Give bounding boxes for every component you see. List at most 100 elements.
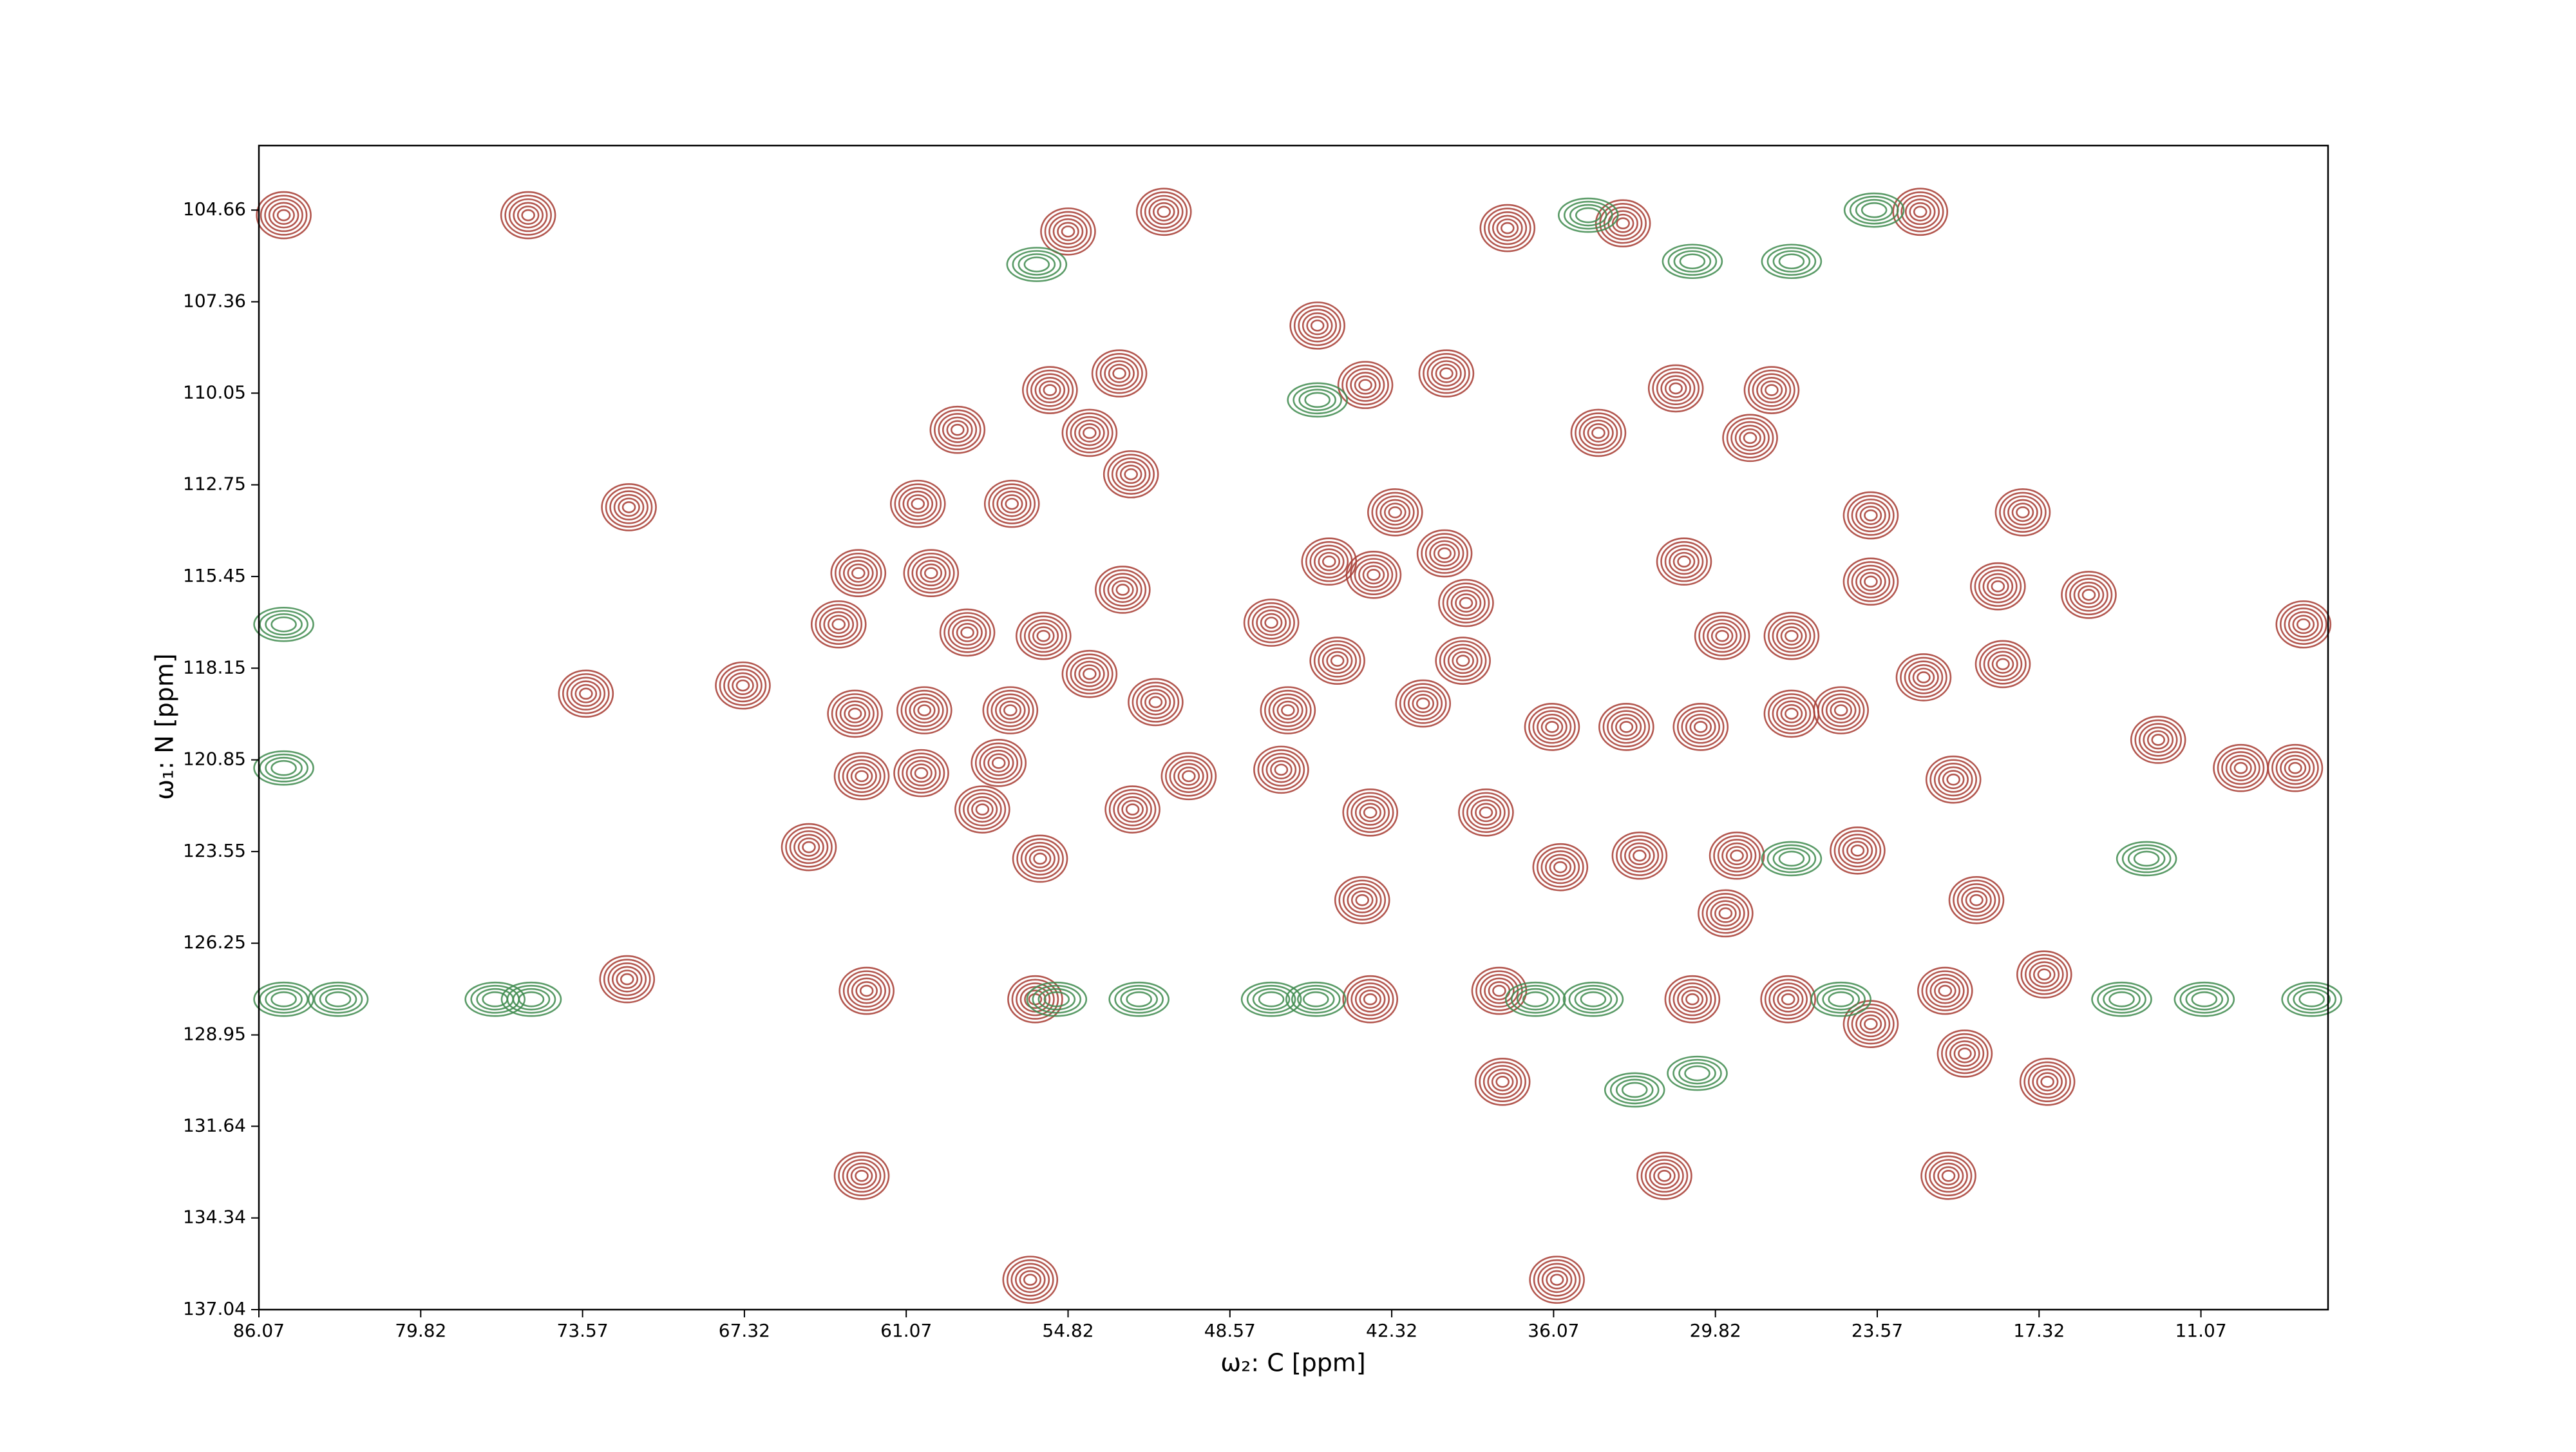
contour-level [1019,1270,1042,1290]
contour-level [1040,207,1096,256]
peak [1722,414,1778,463]
contour-level [983,479,1040,528]
contour-level [2019,1057,2076,1106]
contour-level [1455,593,1477,613]
peak [1664,975,1721,1024]
peak [1709,831,1765,880]
contour-level [1363,806,1378,819]
peak [307,981,369,1017]
contour-level [1926,973,1965,1008]
contour-level [1264,689,1312,731]
contour-level [991,757,1006,769]
contour-level [1345,550,1402,599]
contour-level [2275,751,2315,785]
peak [1830,826,1886,875]
contour-level [1672,551,1696,571]
contour-level [2036,1072,2059,1092]
contour-level [835,552,882,594]
contour-level [848,707,862,720]
peak [2016,950,2072,999]
contour-level [253,981,314,1017]
contour-level [1012,250,1062,279]
contour-level [1455,654,1470,667]
contour-level [2020,954,2069,995]
contour-level [2174,981,2235,1017]
contour-level [1562,981,1624,1017]
contour-level [1132,682,1180,723]
contour-level [1669,548,1700,575]
contour-level [954,785,1010,834]
contour-level [270,759,297,776]
contour-level [1124,468,1138,481]
contour-level [319,988,357,1011]
contour-level [1656,371,1696,405]
contour-level [971,799,994,819]
contour-level [1768,982,1808,1017]
contour-level [1656,537,1712,586]
contour-level [735,679,750,692]
peak [1095,566,1151,614]
peak [253,606,314,642]
contour-level [1388,506,1403,519]
peak [1937,1029,1993,1078]
contour-level [2225,754,2257,781]
contour-level [905,693,944,727]
contour-level [1578,416,1618,450]
peak [1128,678,1184,727]
peak [893,749,949,798]
contour-level [1636,1152,1692,1200]
contour-level [893,749,949,798]
contour-level [946,420,969,440]
contour-level [621,501,636,513]
contour-level [846,763,877,790]
peak [2174,981,2235,1017]
contour-level [1379,499,1411,526]
contour-level [963,792,1002,826]
peak [1012,834,1068,883]
x-tick-label: 79.82 [395,1320,446,1341]
contour-level [1412,694,1435,713]
contour-level [1115,461,1146,488]
peak [1662,244,1723,280]
contour-level [1342,788,1399,837]
contour-level [253,606,314,642]
contour-level [1817,689,1865,731]
contour-level [1892,187,1949,236]
contour-level [1052,218,1084,245]
contour-level [1537,1263,1577,1297]
contour-level [1345,368,1385,402]
contour-level [1253,745,1309,794]
x-axis-label: ω₂: C [ppm] [1220,1349,1365,1377]
contour-level [1160,752,1217,801]
contour-level [1996,658,2010,671]
contour-level [1970,562,2026,611]
contour-level [276,209,291,222]
contour-level [1346,792,1394,833]
contour-level [1433,544,1456,563]
contour-level [1148,696,1163,709]
contour-level [1948,875,2005,924]
contour-level [797,837,820,857]
contour-level [1580,991,1607,1008]
contour-level [1975,640,2031,689]
contour-level [1851,564,1891,598]
contour-level [987,753,1010,773]
peak [1595,199,1651,248]
peak [601,483,657,531]
contour-level [2217,747,2265,788]
peak [1570,408,1627,457]
contour-level [1342,975,1399,1024]
contour-level [1036,629,1051,642]
contour-level [988,483,1036,524]
contour-level [842,970,891,1011]
peak [1243,598,1300,647]
peak [1672,703,1729,751]
peak [1006,247,1068,282]
contour-level [1296,988,1335,1011]
contour-level [1677,555,1691,568]
contour-level [2275,600,2332,649]
y-tick-label: 112.75 [183,473,246,495]
contour-level [819,607,858,642]
peak [982,686,1039,734]
contour-level [260,195,308,236]
